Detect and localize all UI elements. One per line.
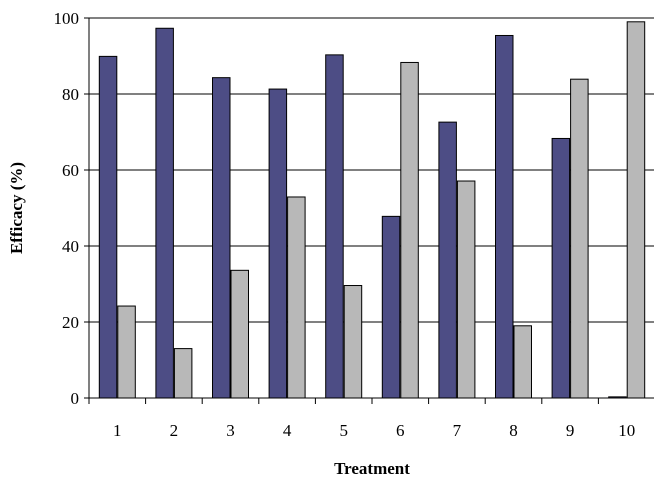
bar-series-1-treatment-6 bbox=[381, 215, 401, 399]
x-tick-label: 6 bbox=[396, 421, 405, 440]
bar-series-1-treatment-9 bbox=[551, 137, 571, 399]
bar-series-1-treatment-4 bbox=[268, 88, 288, 399]
x-tick-label: 5 bbox=[339, 421, 348, 440]
x-tick-label: 4 bbox=[283, 421, 292, 440]
bar-series-2-treatment-9 bbox=[570, 78, 589, 399]
bar-series-2-treatment-10 bbox=[626, 21, 646, 399]
x-tick-label: 1 bbox=[113, 421, 122, 440]
x-axis-title: Treatment bbox=[334, 459, 410, 478]
y-axis-title: Efficacy (%) bbox=[7, 162, 26, 254]
bar-series-1-treatment-5 bbox=[325, 54, 344, 399]
bar-series-1-treatment-1 bbox=[98, 55, 118, 399]
y-tick-label: 40 bbox=[62, 237, 79, 256]
x-tick-label: 10 bbox=[618, 421, 635, 440]
y-tick-label: 80 bbox=[62, 85, 79, 104]
x-tick-label: 8 bbox=[509, 421, 518, 440]
bar-series-1-treatment-7 bbox=[438, 121, 457, 399]
bar-series-2-treatment-7 bbox=[456, 180, 476, 399]
bar-series-1-treatment-8 bbox=[495, 34, 514, 399]
bar-series-1-treatment-2 bbox=[155, 27, 174, 399]
x-tick-label: 2 bbox=[170, 421, 179, 440]
bar-series-2-treatment-8 bbox=[513, 325, 532, 399]
bar-series-2-treatment-3 bbox=[230, 269, 249, 399]
y-tick-label: 0 bbox=[71, 389, 80, 408]
x-tick-label: 9 bbox=[566, 421, 575, 440]
x-tick-label: 7 bbox=[453, 421, 462, 440]
axes bbox=[84, 17, 654, 404]
bar-series-1-treatment-3 bbox=[212, 77, 231, 399]
bar-series-2-treatment-5 bbox=[343, 285, 363, 399]
x-tick-labels: 1 2 3 4 5 6 7 8 9 10 bbox=[113, 421, 635, 440]
bar-series-2-treatment-1 bbox=[117, 305, 136, 399]
y-tick-label: 20 bbox=[62, 313, 79, 332]
bar-series-2-treatment-6 bbox=[400, 61, 419, 399]
bar-series-2-treatment-2 bbox=[173, 348, 193, 399]
bar-series-2-treatment-4 bbox=[287, 196, 306, 399]
y-tick-labels: 0 20 40 60 80 100 bbox=[54, 9, 80, 408]
bars bbox=[98, 21, 646, 399]
y-tick-label: 60 bbox=[62, 161, 79, 180]
x-tick-label: 3 bbox=[226, 421, 235, 440]
y-tick-label: 100 bbox=[54, 9, 80, 28]
